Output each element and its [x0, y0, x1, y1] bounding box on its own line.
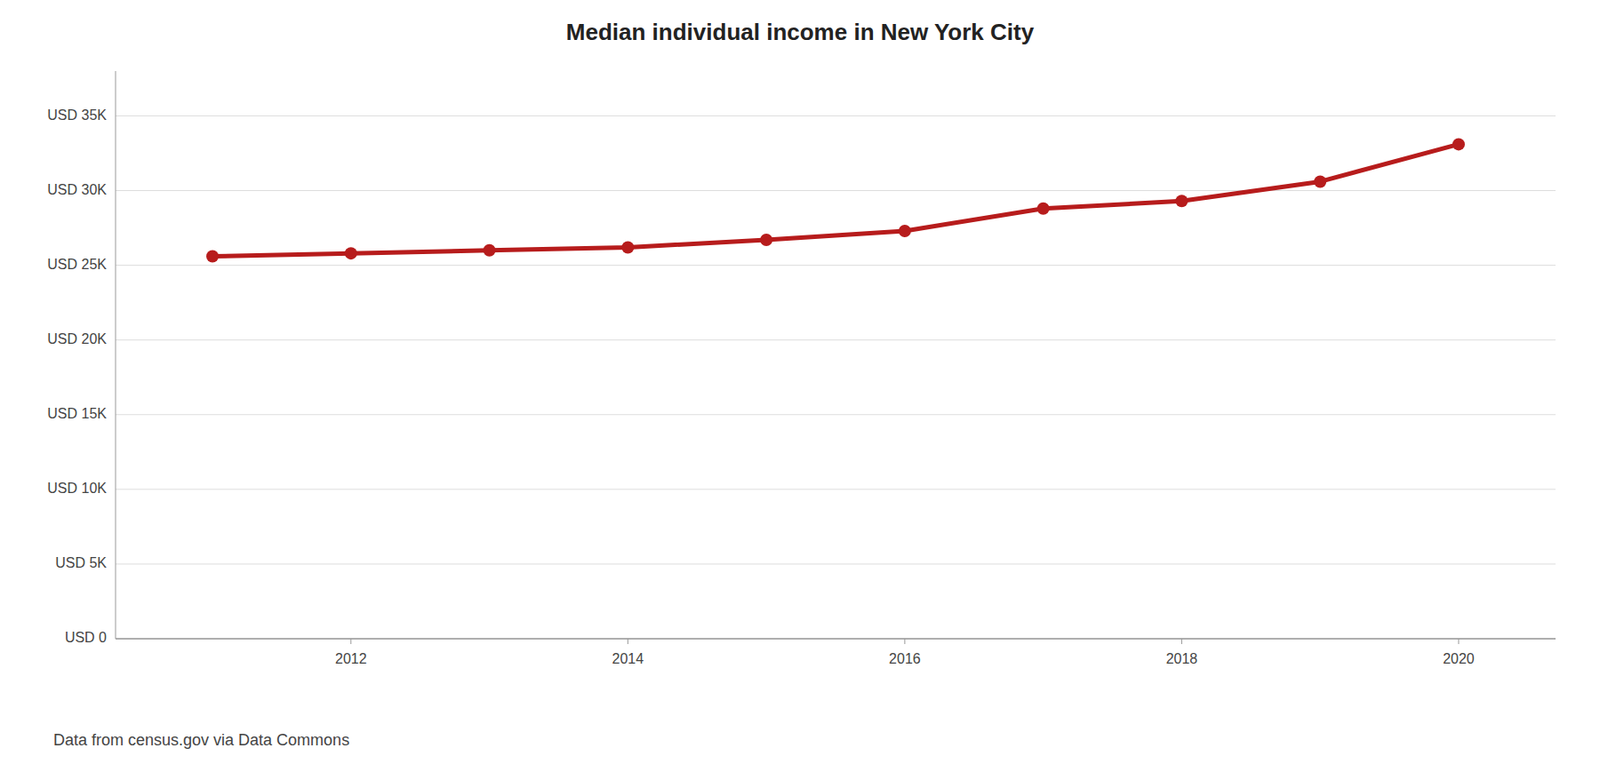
annotation: Data from census.gov via Data Commons: [53, 731, 350, 750]
chart-title: Median individual income in New York Cit…: [566, 18, 1035, 46]
x-tick-label: 2012: [335, 651, 368, 667]
data-point: [206, 250, 219, 264]
data-point: [1175, 194, 1188, 208]
data-point: [344, 247, 358, 260]
y-tick-label: USD 35K: [47, 107, 107, 123]
data-point: [1037, 202, 1050, 216]
grid-line: [115, 339, 1556, 341]
y-tick-label: USD 20K: [47, 331, 107, 347]
data-point: [760, 233, 773, 247]
data-point: [1452, 137, 1465, 151]
y-grid: [115, 115, 1556, 640]
x-tick: [904, 639, 905, 645]
data-point: [1313, 175, 1327, 188]
x-tick: [627, 639, 629, 645]
y-tick-label: USD 25K: [47, 256, 107, 272]
grid-line: [115, 264, 1556, 266]
x-tick-label: 2016: [888, 651, 921, 667]
grid-line: [115, 488, 1556, 490]
grid-line: [115, 190, 1556, 192]
y-tick-label: USD 5K: [55, 555, 107, 571]
grid-line: [115, 414, 1556, 416]
chart-svg: Median individual income in New York Cit…: [0, 0, 1600, 772]
x-tick: [1181, 639, 1183, 645]
chart-container: Median individual income in New York Cit…: [0, 0, 1600, 772]
grid-line: [115, 563, 1556, 565]
grid-line: [115, 639, 1556, 640]
x-tick-label: 2014: [612, 651, 645, 667]
plot-area: [206, 137, 1465, 263]
x-tick-label: 2020: [1442, 651, 1475, 667]
y-tick-label: USD 0: [64, 630, 107, 646]
grid-line: [115, 115, 1556, 117]
x-tick: [350, 639, 352, 645]
y-tick-label: USD 15K: [47, 406, 107, 422]
y-tick-label: USD 30K: [47, 182, 107, 198]
data-point: [483, 244, 496, 257]
x-axis-line: [115, 638, 1556, 640]
data-point: [621, 240, 634, 254]
data-point: [898, 224, 912, 238]
x-tick: [1457, 639, 1459, 645]
x-tick-label: 2018: [1166, 651, 1199, 667]
y-axis-line: [115, 71, 117, 640]
y-tick-label: USD 10K: [47, 480, 107, 496]
data-line: [212, 144, 1459, 256]
